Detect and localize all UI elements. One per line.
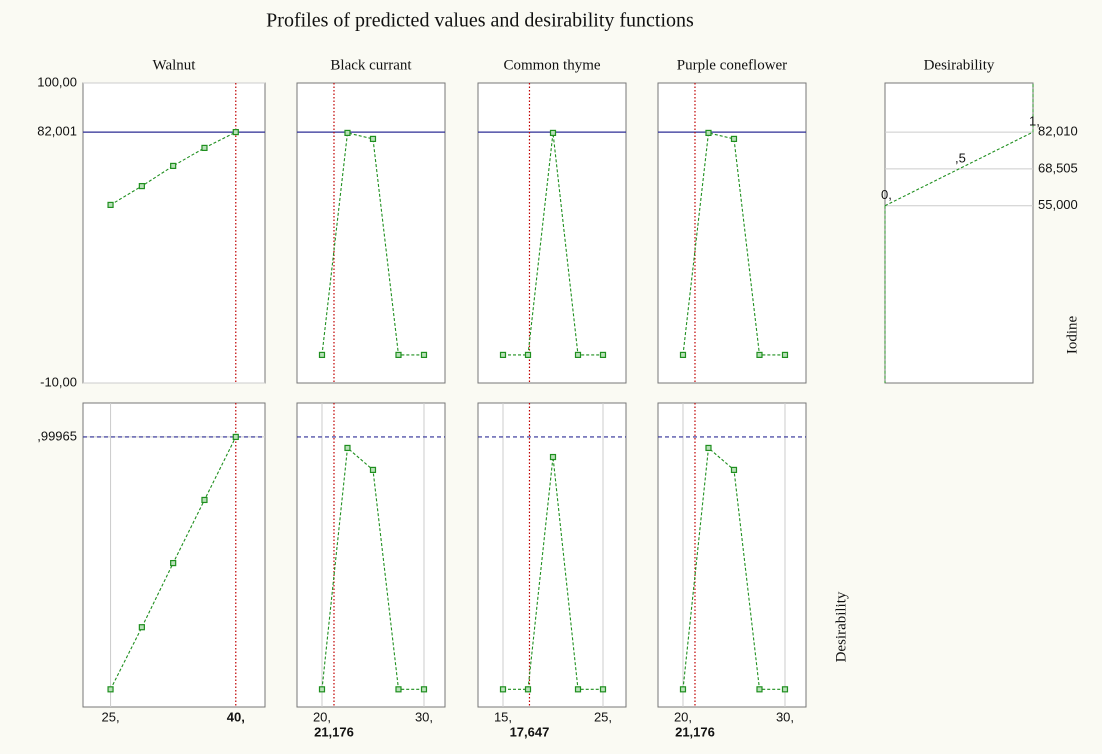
current-value-label: 21,176 [314, 724, 354, 739]
data-point [549, 453, 557, 461]
profile-line [321, 132, 424, 356]
y-tick-label: 68,505 [1038, 160, 1078, 175]
data-point [344, 444, 351, 452]
panel [657, 82, 807, 384]
data-point [730, 466, 738, 474]
y-tick-label: 82,010 [1038, 124, 1078, 139]
profile-line [884, 131, 1034, 207]
data-point [730, 135, 738, 143]
panel [82, 82, 266, 384]
data-point [318, 351, 326, 359]
data-point [201, 496, 208, 504]
y-tick-label: 55,000 [1038, 197, 1078, 212]
data-point [705, 129, 712, 137]
x-tick-label: 30, [415, 709, 433, 724]
data-point [107, 201, 114, 209]
y-tick-label: -10,00 [40, 374, 77, 389]
panel [296, 402, 446, 708]
panel [82, 402, 266, 708]
data-point [395, 351, 402, 359]
value-label: 1, [1029, 114, 1040, 129]
x-tick-label: 30, [776, 709, 794, 724]
y-tick-label: ,99965 [37, 428, 77, 443]
panel [884, 82, 1034, 384]
data-point [574, 351, 582, 359]
profile-line [503, 456, 603, 690]
data-point [756, 686, 763, 693]
y-tick-label: 82,001 [37, 124, 77, 139]
profile-line [503, 132, 603, 356]
data-point [201, 144, 208, 152]
data-point [138, 182, 145, 190]
data-point [781, 686, 789, 693]
data-point [369, 466, 377, 474]
x-tick-label: 25, [102, 709, 120, 724]
row-label: Iodine [1064, 316, 1080, 355]
data-point [781, 351, 789, 359]
data-point [524, 351, 532, 359]
data-point [599, 351, 607, 359]
data-point [395, 686, 402, 693]
data-point [679, 351, 687, 359]
current-value-label: 21,176 [675, 724, 715, 739]
data-point [756, 351, 763, 359]
column-title: Purple coneflower [677, 57, 787, 73]
data-point [549, 129, 557, 137]
y-tick-label: 100,00 [37, 74, 77, 89]
current-value-label: 17,647 [510, 724, 550, 739]
data-point [232, 433, 239, 441]
panel [477, 402, 627, 708]
row-label: Desirability [833, 591, 849, 662]
data-point [232, 128, 239, 136]
current-value-label: 40, [227, 709, 245, 724]
x-tick-label: 20, [674, 709, 692, 724]
data-point [138, 624, 145, 631]
data-point [499, 351, 507, 359]
data-point [599, 686, 607, 693]
data-point [574, 686, 582, 693]
data-point [318, 686, 326, 693]
panel [477, 82, 627, 384]
profile-line [110, 131, 237, 206]
data-point [499, 686, 507, 693]
chart-title: Profiles of predicted values and desirab… [266, 10, 694, 32]
x-tick-label: 15, [494, 709, 512, 724]
data-point [420, 351, 428, 359]
x-tick-label: 20, [313, 709, 331, 724]
column-title: Black currant [330, 57, 412, 73]
column-title: Common thyme [503, 57, 600, 73]
data-point [524, 686, 532, 693]
panel [296, 82, 446, 384]
data-point [705, 444, 712, 452]
x-tick-label: 25, [594, 709, 612, 724]
value-label: 0, [881, 187, 892, 202]
profile-line [682, 132, 785, 356]
data-point [420, 686, 428, 693]
column-title: Walnut [153, 57, 197, 73]
column-title: Desirability [924, 57, 995, 73]
data-point [170, 162, 177, 170]
panel [657, 402, 807, 708]
data-point [344, 129, 351, 137]
data-point [369, 135, 377, 143]
data-point [679, 686, 687, 693]
data-point [170, 559, 177, 567]
value-label: ,5 [955, 150, 966, 165]
data-point [107, 686, 114, 693]
